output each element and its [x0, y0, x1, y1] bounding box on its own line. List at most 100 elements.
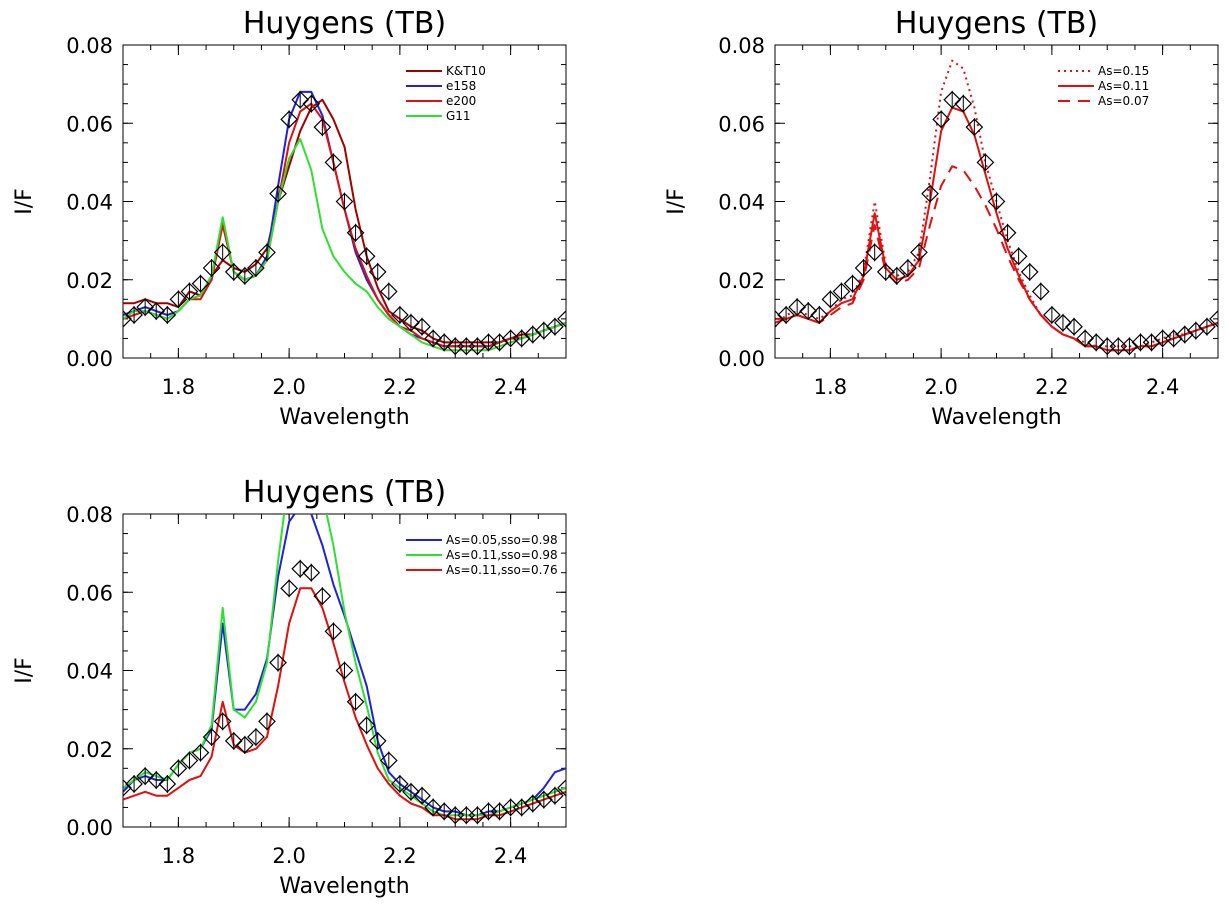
data-point [368, 263, 387, 281]
y-axis-label: I/F [12, 657, 37, 684]
chart-panel-3: Huygens (TB) 1.8 2.0 2.2 2.4 0.00 0.02 0.04 0.06… [12, 475, 567, 899]
data-point [1031, 282, 1050, 301]
data-point [424, 329, 442, 348]
data-point [546, 786, 564, 805]
x-tick-label: 1.8 [162, 844, 195, 868]
data-point [123, 310, 132, 328]
data-point [435, 802, 454, 821]
data-point [368, 732, 387, 750]
data-point [932, 110, 950, 129]
data-point [324, 622, 343, 641]
data-point [291, 90, 310, 109]
data-point [224, 732, 243, 750]
x-axis-label: Wavelength [931, 405, 1062, 430]
data-point [269, 653, 287, 672]
x-tick-label: 2.2 [1035, 375, 1068, 399]
data-point [887, 266, 906, 285]
series-line-2 [123, 514, 566, 817]
plot-area [123, 514, 566, 825]
series-line-4 [123, 137, 566, 352]
data-point [998, 223, 1017, 242]
data-point [987, 192, 1006, 211]
series-line-3 [123, 587, 566, 821]
data-point [402, 782, 420, 801]
chart-title: Huygens (TB) [243, 6, 446, 41]
y-tick-label: 0.06 [718, 112, 765, 136]
x-axis-label: Wavelength [279, 405, 410, 430]
data-point [280, 579, 298, 598]
data-point [125, 306, 143, 324]
y-axis-label: I/F [12, 188, 37, 215]
chart-panel-1: Huygens (TB) 1.8 2.0 2.2 2.4 0.00 0.02 0.04 0.06… [12, 6, 567, 430]
data-point [954, 94, 973, 113]
data-point [302, 563, 321, 582]
data-point [523, 794, 542, 813]
data-point [1043, 306, 1061, 324]
data-point [557, 310, 566, 328]
data-point [324, 153, 343, 172]
legend-label: K&T10 [446, 64, 486, 78]
data-point [335, 192, 354, 211]
data-point [169, 759, 188, 778]
data-point [346, 692, 365, 711]
y-axis-label: I/F [664, 188, 689, 215]
y-tick-label: 0.04 [718, 191, 765, 215]
data-point [125, 775, 143, 793]
data-point [921, 184, 939, 203]
x-tick-label: 1.8 [162, 375, 195, 399]
chart-title: Huygens (TB) [895, 6, 1098, 41]
data-point [357, 716, 376, 735]
data-point [1076, 329, 1094, 348]
x-tick-label: 2.2 [383, 375, 416, 399]
chart-title: Huygens (TB) [243, 475, 446, 510]
legend-label: As=0.15 [1098, 64, 1149, 78]
data-point [147, 302, 166, 320]
data-point [1187, 321, 1205, 340]
x-axis-label: Wavelength [279, 874, 410, 899]
data-point [158, 306, 177, 324]
data-point [535, 321, 553, 340]
data-point [191, 274, 210, 293]
data-point [391, 306, 409, 324]
y-tick-label: 0.08 [718, 34, 765, 58]
data-point [943, 90, 962, 109]
data-point [468, 337, 487, 356]
data-point [777, 306, 795, 324]
data-point [799, 302, 818, 320]
data-point [302, 94, 321, 113]
data-point [876, 263, 895, 281]
data-point [424, 798, 442, 817]
legend-label: e158 [446, 79, 476, 93]
y-tick-label: 0.04 [66, 660, 113, 684]
series-line-2 [123, 90, 566, 348]
data-point [435, 333, 454, 352]
x-tick-label: 1.8 [814, 375, 847, 399]
legend-label: As=0.11,sso=0.98 [446, 548, 558, 562]
data-point [235, 735, 254, 754]
data-point [180, 751, 199, 770]
series-line-3 [775, 165, 1218, 352]
data-point [832, 282, 851, 301]
data-point [247, 259, 265, 277]
legend-label: G11 [446, 109, 471, 123]
data-point [213, 712, 232, 731]
data-point [1054, 313, 1072, 332]
x-tick-label: 2.0 [272, 844, 305, 868]
x-tick-label: 2.2 [383, 844, 416, 868]
data-point [335, 661, 354, 680]
data-point [1065, 317, 1083, 336]
y-tick-label: 0.02 [66, 269, 113, 293]
data-point [180, 282, 199, 301]
data-point [1175, 325, 1194, 344]
data-point [202, 259, 221, 277]
data-point [123, 779, 132, 797]
data-point [788, 298, 806, 316]
plot-area [123, 90, 566, 356]
data-point [269, 184, 287, 203]
y-tick-label: 0.00 [66, 347, 113, 371]
data-point [490, 333, 509, 352]
series-line-3 [123, 102, 566, 348]
legend-label: As=0.05,sso=0.98 [446, 533, 558, 547]
data-point [821, 290, 840, 309]
